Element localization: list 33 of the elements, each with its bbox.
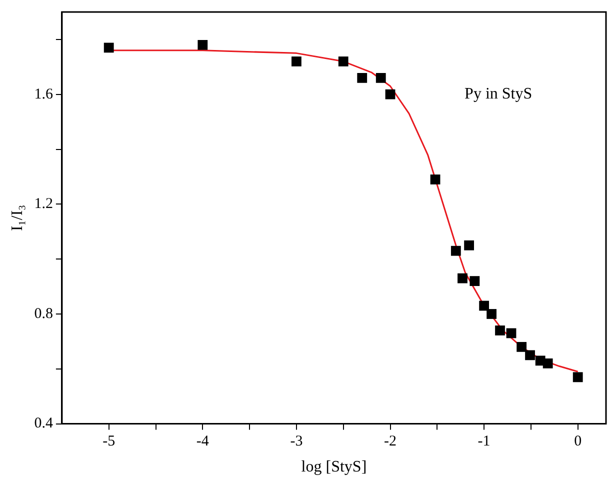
point: [572, 372, 583, 382]
x-axis-title: log [StyS]: [301, 458, 367, 476]
y-axis-title: I₁/I₃: [8, 204, 26, 232]
point: [516, 342, 527, 352]
point: [458, 273, 468, 284]
point: [338, 56, 348, 66]
x-tick-label: -4: [196, 434, 210, 450]
x-tick-label: -5: [102, 434, 116, 450]
y-tick-label: 0.8: [34, 306, 53, 322]
point: [450, 246, 461, 256]
point: [486, 309, 497, 319]
point: [470, 276, 480, 286]
point: [542, 358, 553, 368]
point: [385, 89, 396, 100]
y-tick-label: 1.6: [34, 86, 54, 102]
point: [104, 42, 114, 53]
point: [198, 40, 208, 50]
annotation: Py in StyS: [464, 86, 532, 103]
point: [376, 72, 386, 83]
point: [506, 328, 516, 338]
point: [430, 174, 440, 184]
y-tick-label: 1.2: [34, 196, 53, 212]
point: [495, 326, 505, 336]
point: [292, 56, 302, 66]
point: [464, 240, 474, 250]
x-tick-label: -2: [384, 434, 397, 450]
point: [357, 72, 368, 83]
point: [525, 350, 535, 360]
point: [479, 300, 490, 311]
x-tick-label: -3: [290, 434, 303, 450]
x-tick-label: -1: [478, 434, 490, 450]
x-tick-label: 0: [574, 434, 582, 450]
y-tick-label: 0.4: [34, 416, 54, 432]
